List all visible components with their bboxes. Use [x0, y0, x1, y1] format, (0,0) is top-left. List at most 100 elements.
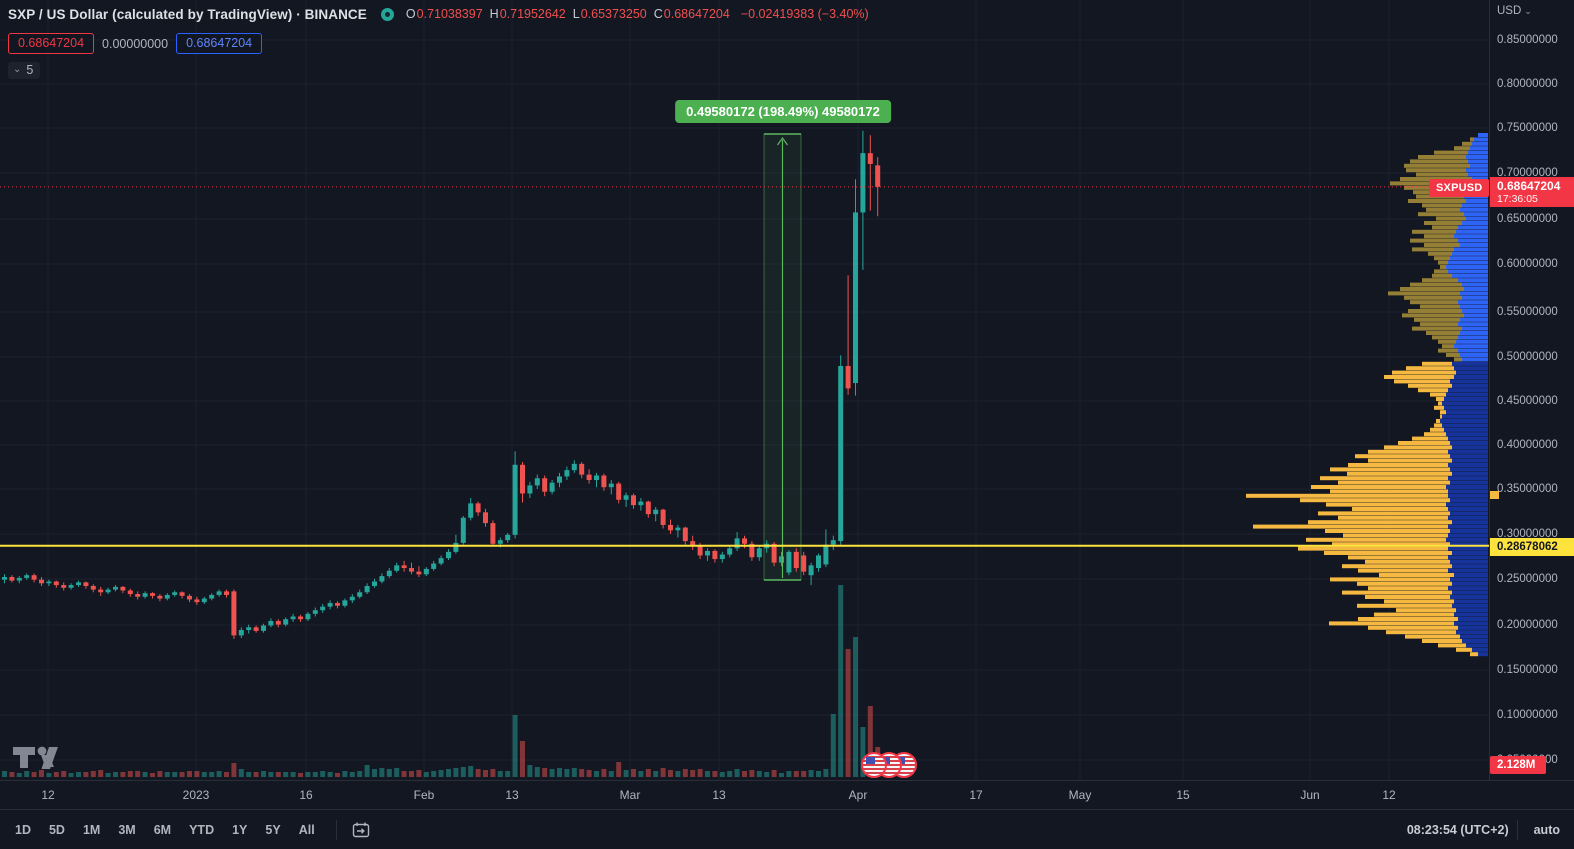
profile-row-yellow — [1374, 612, 1454, 617]
candle-body — [631, 495, 636, 506]
volume-bar — [24, 771, 30, 777]
time-tick-label: 12 — [41, 788, 55, 802]
profile-row-yellow — [1422, 203, 1462, 208]
candle-body — [830, 540, 836, 545]
candle-body — [512, 464, 518, 535]
profile-row-yellow — [1424, 243, 1460, 247]
profile-row-yellow — [1338, 515, 1448, 520]
candle-body — [409, 568, 414, 572]
clock-label[interactable]: 08:23:54 (UTC+2) — [1406, 823, 1509, 837]
candle-body — [608, 483, 614, 488]
volume-bar — [349, 772, 355, 777]
profile-row-yellow — [1418, 388, 1448, 393]
range-button-6m[interactable]: 6M — [153, 823, 172, 837]
profile-row-yellow — [1318, 511, 1450, 516]
price-axis[interactable]: USD ⌄ 0.85000000 0.80000000 0.75000000 0.700… — [1489, 0, 1574, 809]
candle-body — [305, 613, 311, 620]
range-button-ytd[interactable]: YTD — [189, 823, 215, 837]
volume-bar — [275, 772, 281, 777]
profile-row-yellow — [1408, 383, 1452, 388]
candlestick-chart[interactable] — [0, 0, 1489, 780]
close-price-box[interactable]: 0.68647204 — [176, 33, 263, 54]
profile-row-blue — [1452, 603, 1488, 608]
candle-body — [705, 550, 710, 556]
volume-bar — [231, 763, 237, 777]
profile-row-blue — [1462, 309, 1488, 313]
candle-body — [164, 594, 170, 599]
volume-bar — [594, 771, 599, 777]
candle-body — [290, 616, 296, 620]
scale-mode-button[interactable]: auto — [1533, 823, 1560, 837]
chart-canvas[interactable]: SXP / US Dollar (calculated by TradingVi… — [0, 0, 1490, 780]
profile-row-yellow — [1424, 432, 1446, 437]
range-button-1d[interactable]: 1D — [15, 823, 31, 837]
indicator-collapse-button[interactable]: ⌄ 5 — [8, 62, 41, 79]
volume-bar — [268, 772, 274, 777]
tradingview-logo-icon[interactable] — [12, 744, 62, 772]
candle-body — [786, 551, 792, 573]
volume-bar — [727, 771, 733, 777]
candle-body — [105, 589, 111, 593]
symbol-title[interactable]: SXP / US Dollar (calculated by TradingVi… — [8, 6, 367, 22]
zero-value: 0.00000000 — [102, 36, 169, 51]
market-status-icon[interactable] — [380, 7, 394, 21]
profile-row-yellow — [1422, 639, 1462, 643]
profile-row-yellow — [1368, 586, 1448, 591]
axis-currency-button[interactable]: USD ⌄ — [1497, 5, 1532, 17]
volume-bar — [830, 714, 836, 777]
volume-bar — [327, 772, 333, 777]
candle-body — [364, 585, 370, 593]
time-tick-label: Apr — [848, 788, 868, 802]
price-tick-label: 0.60000000 — [1497, 258, 1558, 270]
volume-bar — [786, 771, 792, 777]
range-button-1m[interactable]: 1M — [82, 823, 101, 837]
high-price-box[interactable]: 0.68647204 — [8, 33, 95, 54]
profile-row-blue — [1458, 300, 1488, 305]
volume-bar — [616, 762, 622, 777]
profile-row-yellow — [1440, 410, 1446, 415]
profile-row-yellow — [1308, 520, 1452, 525]
volume-bar — [209, 772, 215, 777]
candle-body — [845, 365, 851, 389]
volume-bar — [527, 765, 533, 777]
event-flag-icons[interactable] — [861, 752, 931, 779]
range-button-5d[interactable]: 5D — [48, 823, 65, 837]
open-label: O — [405, 7, 416, 21]
profile-row-blue — [1460, 634, 1488, 639]
volume-bar — [845, 649, 851, 777]
profile-row-blue — [1452, 471, 1488, 476]
candle-body — [335, 603, 340, 606]
volume-bar — [105, 773, 111, 777]
profile-row-blue — [1450, 559, 1488, 564]
profile-row-blue — [1450, 595, 1488, 599]
volume-bar — [16, 773, 22, 777]
volume-bar — [645, 769, 651, 777]
range-button-1y[interactable]: 1Y — [232, 823, 248, 837]
profile-row-yellow — [1405, 634, 1460, 639]
candle-body — [416, 571, 422, 575]
volume-bar — [734, 769, 740, 777]
range-button-5y[interactable]: 5Y — [265, 823, 281, 837]
us-flag-icon[interactable] — [861, 752, 887, 778]
measure-tool-label[interactable]: 0.49580172 (198.49%) 49580172 — [675, 100, 891, 123]
profile-row-yellow — [1306, 537, 1446, 542]
profile-row-blue — [1462, 639, 1488, 643]
price-tick-label: 0.10000000 — [1497, 709, 1558, 721]
price-tick-label: 0.65000000 — [1497, 213, 1558, 225]
profile-row-yellow — [1470, 137, 1474, 142]
candle-body — [423, 568, 429, 575]
time-axis[interactable]: 12 2023 16 Feb 13 Mar 13 Apr 17 May 15 Jun 12 — [0, 780, 1574, 810]
profile-row-blue — [1454, 621, 1488, 626]
profile-row-yellow — [1432, 225, 1458, 230]
profile-row-blue — [1460, 243, 1488, 247]
range-button-3m[interactable]: 3M — [118, 823, 136, 837]
range-button-all[interactable]: All — [298, 823, 315, 837]
profile-row-blue — [1460, 304, 1488, 309]
profile-row-yellow — [1416, 172, 1468, 177]
candle-body — [283, 619, 289, 625]
candle-body — [401, 565, 407, 569]
volume-bar — [335, 773, 340, 777]
profile-row-blue — [1454, 573, 1488, 577]
go-to-date-icon[interactable] — [351, 820, 371, 840]
profile-row-blue — [1446, 537, 1488, 542]
